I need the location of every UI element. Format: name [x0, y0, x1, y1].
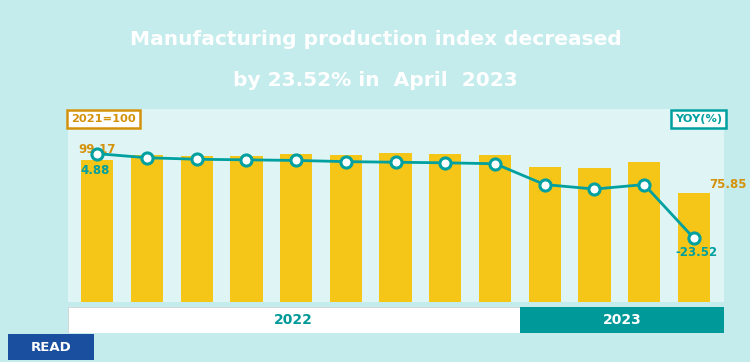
Bar: [578, 168, 610, 302]
Text: Nov: Nov: [434, 315, 457, 325]
Text: Feb: Feb: [584, 315, 604, 325]
Bar: [280, 154, 312, 302]
Bar: [330, 155, 362, 302]
Text: Apr: Apr: [88, 315, 107, 325]
Text: Oct: Oct: [386, 315, 406, 325]
Text: -23.52: -23.52: [675, 246, 718, 259]
Text: YOY(%): YOY(%): [675, 114, 722, 125]
Text: 75.85: 75.85: [709, 178, 746, 190]
Text: 2021=100: 2021=100: [70, 114, 136, 125]
Text: READ: READ: [30, 341, 71, 354]
Bar: [230, 156, 262, 302]
Text: Jan: Jan: [536, 315, 554, 325]
Text: Manufacturing production index decreased: Manufacturing production index decreased: [130, 30, 622, 49]
FancyBboxPatch shape: [520, 307, 724, 333]
FancyBboxPatch shape: [8, 334, 94, 360]
Text: Sep: Sep: [335, 315, 357, 325]
Text: Apr: Apr: [684, 315, 703, 325]
Bar: [131, 155, 164, 302]
Bar: [380, 153, 412, 302]
Text: Dec: Dec: [484, 315, 506, 325]
Bar: [678, 193, 710, 302]
Bar: [479, 155, 512, 302]
Bar: [81, 160, 113, 302]
Text: by 23.52% in  April  2023: by 23.52% in April 2023: [233, 71, 518, 90]
Bar: [429, 154, 461, 302]
Text: Aug: Aug: [285, 315, 308, 325]
FancyBboxPatch shape: [68, 307, 520, 333]
Text: 2023: 2023: [602, 313, 641, 327]
Text: May: May: [135, 315, 159, 325]
Text: 2022: 2022: [274, 313, 314, 327]
Text: Jul: Jul: [239, 315, 254, 325]
Bar: [529, 167, 561, 302]
Text: Mar: Mar: [634, 315, 655, 325]
Text: Jun: Jun: [188, 315, 206, 325]
Bar: [181, 156, 213, 302]
Text: 99.17: 99.17: [79, 143, 116, 156]
Bar: [628, 163, 660, 302]
Text: 4.88: 4.88: [80, 164, 110, 177]
